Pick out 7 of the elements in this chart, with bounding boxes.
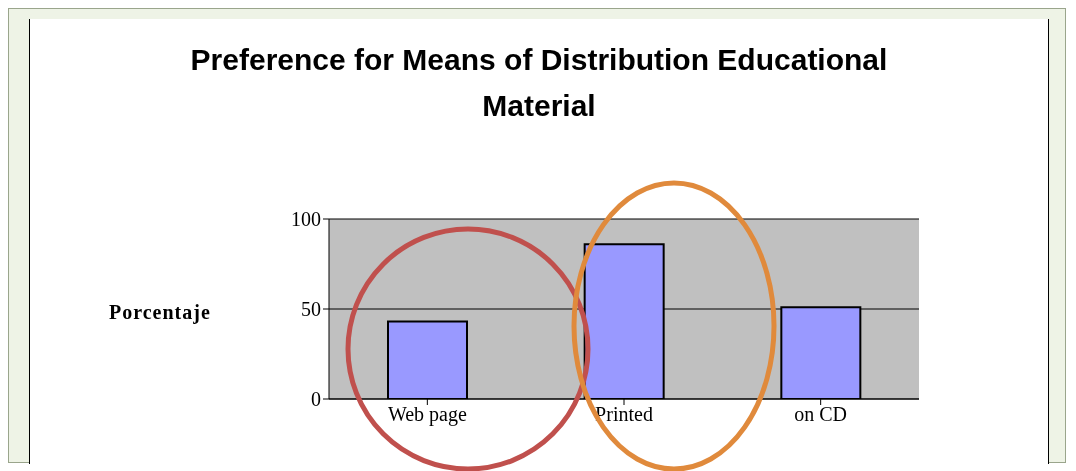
y-tick-label: 100 xyxy=(291,208,321,231)
x-tick-label: Web page xyxy=(387,403,467,427)
chart-title: Preference for Means of Distribution Educational Material xyxy=(189,42,889,124)
x-tick-label: on CD xyxy=(794,403,848,426)
y-tick-label: 0 xyxy=(311,388,321,411)
y-axis-title: Porcentaje xyxy=(109,301,211,324)
y-tick-label: 50 xyxy=(301,298,321,321)
